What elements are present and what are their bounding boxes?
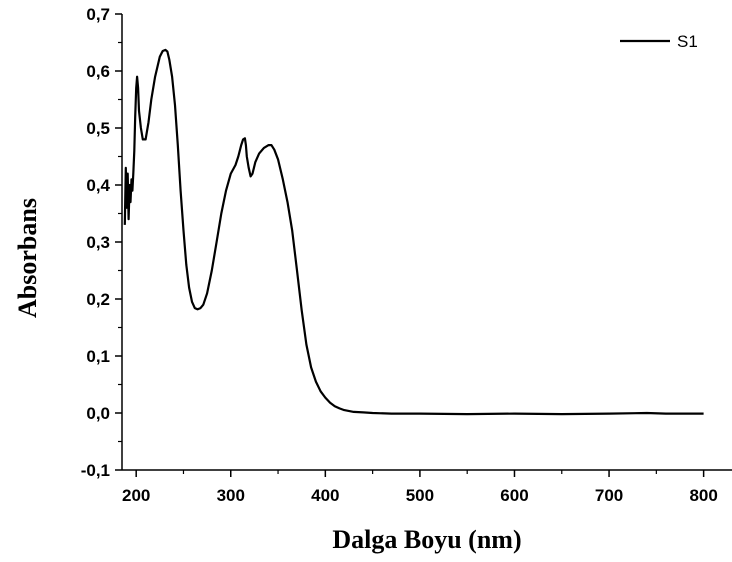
x-tick-label: 700 (595, 486, 623, 505)
y-tick-label: 0,3 (86, 233, 110, 252)
y-tick-label: 0,0 (86, 404, 110, 423)
y-tick-label: 0,2 (86, 290, 110, 309)
x-tick-label: 800 (689, 486, 717, 505)
x-tick-label: 500 (406, 486, 434, 505)
x-tick-label: 300 (217, 486, 245, 505)
x-tick-label: 600 (500, 486, 528, 505)
y-tick-label: 0,1 (86, 347, 110, 366)
y-tick-label: 0,7 (86, 5, 110, 24)
legend: S1 (620, 32, 698, 51)
legend-label-s1: S1 (677, 32, 698, 51)
y-tick-label: -0,1 (81, 461, 110, 480)
y-axis-title: Absorbans (13, 198, 42, 318)
y-tick-label: 0,6 (86, 62, 110, 81)
y-axis-ticks: -0,1 0,0 0,1 0,2 0,3 0,4 0,5 0,6 0,7 (81, 5, 122, 480)
y-tick-label: 0,5 (86, 119, 110, 138)
x-tick-label: 200 (122, 486, 150, 505)
x-tick-label: 400 (311, 486, 339, 505)
y-tick-label: 0,4 (86, 176, 110, 195)
series-line-s1 (123, 48, 704, 416)
x-axis-ticks: 200 300 400 500 600 700 800 (122, 470, 718, 505)
x-axis-title: Dalga Boyu (nm) (332, 525, 521, 554)
